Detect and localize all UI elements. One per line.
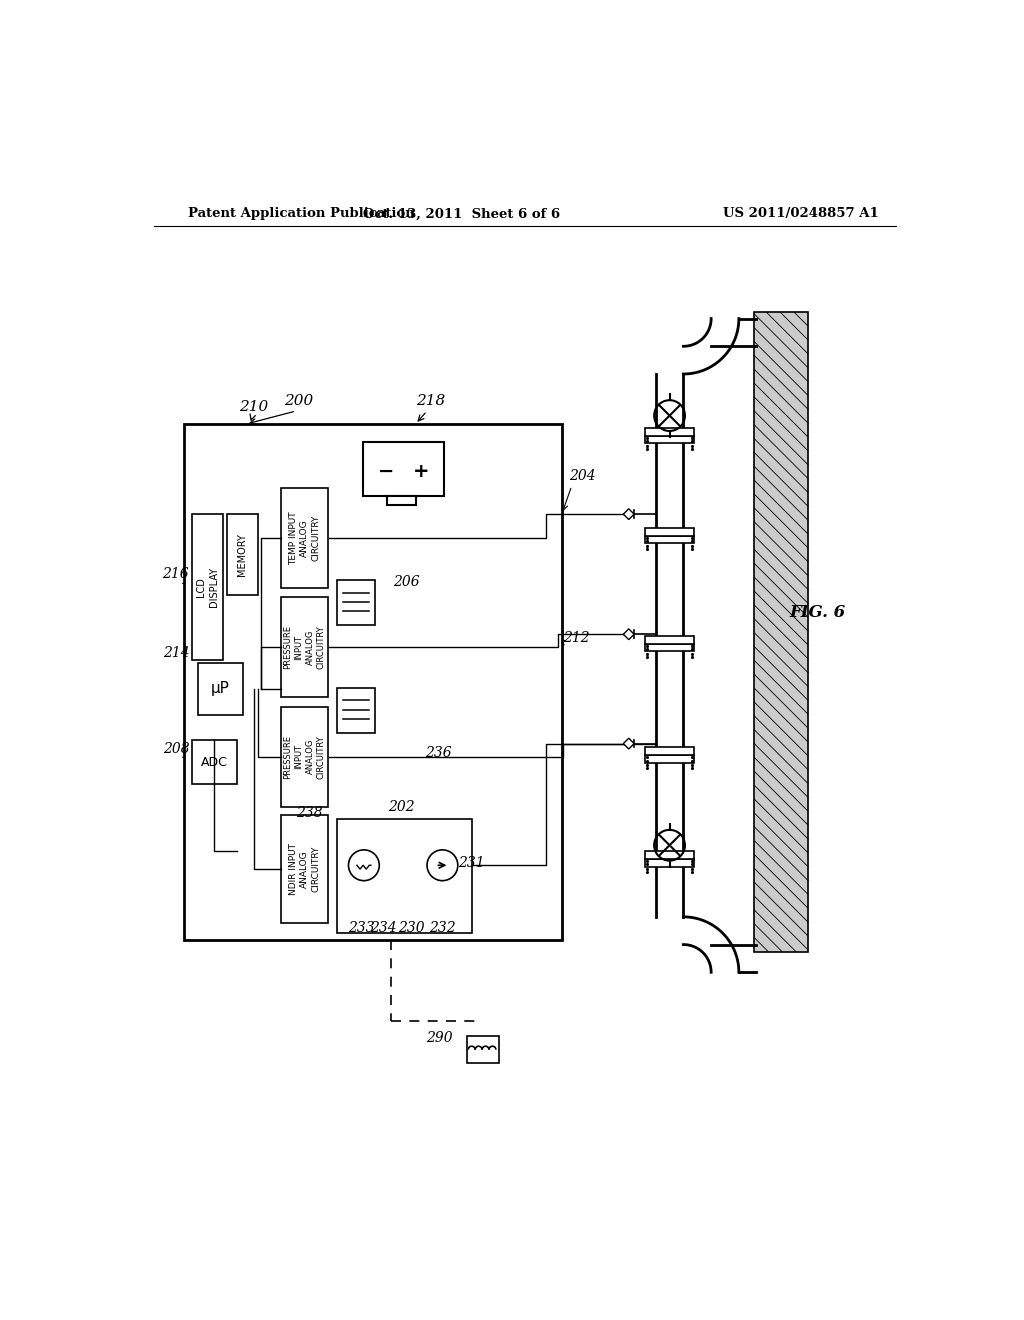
Text: 232: 232 [429, 921, 456, 936]
Bar [645, 851, 694, 859]
Text: MEMORY: MEMORY [238, 533, 247, 576]
Text: ADC: ADC [201, 755, 228, 768]
Bar [337, 688, 376, 733]
Text: US 2011/0248857 A1: US 2011/0248857 A1 [723, 207, 879, 220]
Text: 216: 216 [162, 568, 188, 581]
Bar [645, 747, 694, 755]
Text: PRESSURE
INPUT
ANALOG
CIRCUITRY: PRESSURE INPUT ANALOG CIRCUITRY [284, 626, 326, 669]
Text: 212: 212 [563, 631, 590, 645]
Bar [184, 424, 562, 940]
Text: 236: 236 [425, 747, 452, 760]
Text: 208: 208 [164, 742, 190, 756]
Bar [645, 636, 694, 644]
Text: 202: 202 [388, 800, 415, 814]
Bar [281, 488, 329, 589]
Text: 230: 230 [398, 921, 425, 936]
Bar [645, 436, 694, 444]
Text: TEMP INPUT
ANALOG
CIRCUITRY: TEMP INPUT ANALOG CIRCUITRY [289, 511, 321, 565]
Bar [226, 513, 258, 595]
Bar [281, 597, 329, 697]
Polygon shape [624, 628, 634, 640]
Text: 218: 218 [416, 393, 445, 408]
Text: 200: 200 [284, 393, 313, 408]
Text: −: − [378, 462, 394, 480]
Polygon shape [755, 313, 808, 952]
Text: +: + [413, 462, 429, 480]
Bar [193, 739, 237, 784]
Text: 231: 231 [458, 855, 484, 870]
Bar [193, 515, 223, 660]
Bar [281, 706, 329, 807]
Bar [645, 528, 694, 536]
Bar [387, 496, 416, 506]
Text: Oct. 13, 2011  Sheet 6 of 6: Oct. 13, 2011 Sheet 6 of 6 [364, 207, 560, 220]
Text: PRESSURE
INPUT
ANALOG
CIRCUITRY: PRESSURE INPUT ANALOG CIRCUITRY [284, 735, 326, 779]
Bar [199, 663, 243, 715]
Polygon shape [624, 508, 634, 520]
Polygon shape [624, 738, 634, 748]
Bar [337, 581, 376, 626]
Bar [281, 816, 329, 923]
Bar [645, 859, 694, 867]
Text: 204: 204 [569, 470, 596, 483]
Text: FIG. 6: FIG. 6 [788, 605, 845, 622]
Text: NDIR INPUT
ANALOG
CIRCUITRY: NDIR INPUT ANALOG CIRCUITRY [289, 843, 321, 895]
Bar [645, 428, 694, 436]
Text: LCD
DISPLAY: LCD DISPLAY [197, 568, 219, 607]
Text: μP: μP [211, 681, 230, 697]
Text: 238: 238 [296, 805, 323, 820]
Bar [645, 536, 694, 544]
Bar [364, 442, 444, 496]
Text: 214: 214 [164, 647, 190, 660]
Text: 234: 234 [370, 921, 396, 936]
Text: Patent Application Publication: Patent Application Publication [188, 207, 415, 220]
Text: 290: 290 [426, 1031, 453, 1045]
Text: 210: 210 [240, 400, 268, 414]
Bar [467, 1036, 500, 1063]
Text: 233: 233 [348, 921, 375, 936]
Text: 206: 206 [393, 574, 420, 589]
Bar [645, 755, 694, 763]
Bar [337, 818, 472, 933]
Bar [645, 644, 694, 651]
